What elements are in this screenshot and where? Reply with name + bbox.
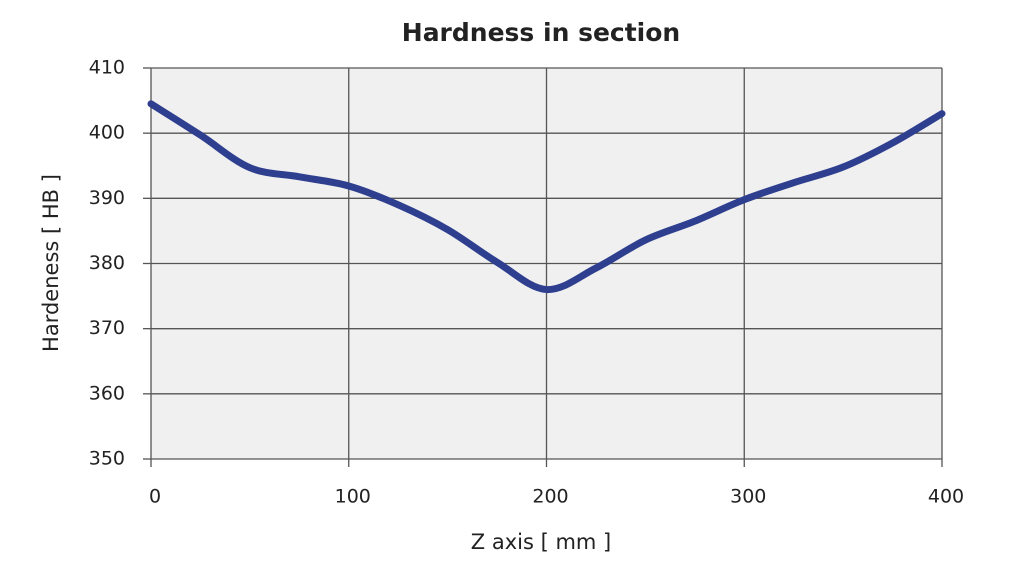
- y-axis-title: Hardeness [ HB ]: [39, 174, 63, 352]
- y-tick-label: 370: [89, 317, 125, 339]
- x-tick-label: 200: [532, 486, 568, 508]
- x-tick-label: 100: [335, 486, 371, 508]
- y-tick-label: 360: [89, 382, 125, 404]
- x-tick-label: 300: [730, 486, 766, 508]
- y-tick-label: 380: [89, 252, 125, 274]
- y-tick-label: 350: [89, 448, 125, 470]
- y-tick-label: 410: [89, 57, 125, 79]
- y-tick-label: 390: [89, 187, 125, 209]
- y-tick-label: 400: [89, 122, 125, 144]
- x-tick-label: 0: [149, 486, 161, 508]
- x-tick-label: 400: [928, 486, 964, 508]
- x-axis-title: Z axis [ mm ]: [471, 530, 611, 554]
- data-line: [147, 100, 946, 294]
- chart-title: Hardness in section: [402, 18, 680, 47]
